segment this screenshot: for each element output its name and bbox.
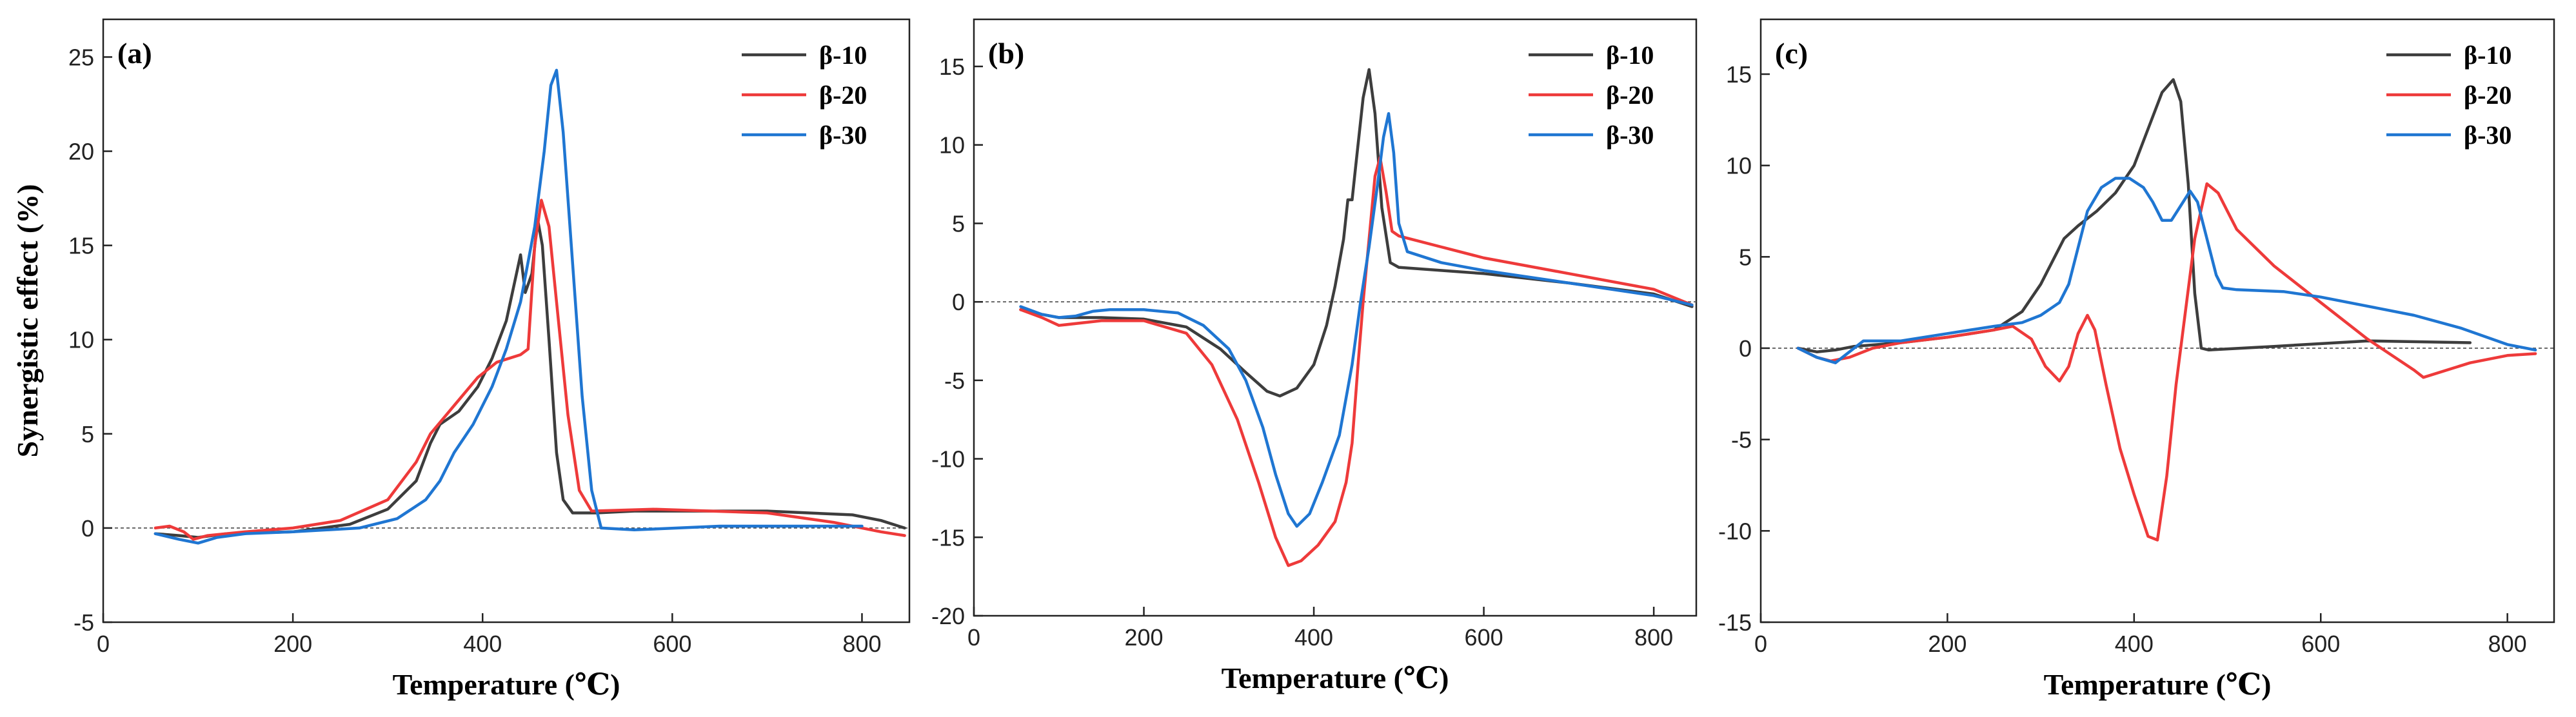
- y-tick-label: -15: [931, 524, 965, 551]
- plot-frame: [1759, 18, 2555, 624]
- x-tick-label: 0: [97, 631, 110, 657]
- y-tick-label: 15: [939, 54, 965, 80]
- y-tick-label: 5: [81, 421, 94, 447]
- legend-label: β-30: [2464, 121, 2512, 150]
- y-tick-label: -10: [1718, 518, 1752, 544]
- y-tick-label: 15: [68, 233, 94, 259]
- x-tick-label: 400: [2115, 631, 2154, 657]
- y-tick-label: 15: [1726, 61, 1752, 88]
- x-tick-label: 600: [2301, 631, 2340, 657]
- y-tick-label: -20: [931, 603, 965, 629]
- plot-frame: [973, 18, 1698, 617]
- series-line-β-20: [154, 199, 906, 541]
- legend-label: β-30: [819, 121, 867, 150]
- y-tick-label: -5: [1731, 427, 1752, 453]
- legend-label: β-20: [1606, 81, 1654, 110]
- y-tick-label: 10: [1726, 153, 1752, 179]
- x-axis-title: Temperature (℃): [1222, 662, 1449, 694]
- x-tick-label: 600: [653, 631, 691, 657]
- y-tick-label: -5: [944, 368, 965, 394]
- legend-label: β-10: [1606, 41, 1654, 70]
- legend-label: β-30: [1606, 121, 1654, 150]
- y-tick-label: -10: [931, 446, 965, 473]
- series-line-β-30: [1019, 112, 1694, 528]
- y-tick-label: -5: [74, 609, 94, 636]
- x-axis-title: Temperature (℃): [2044, 668, 2272, 701]
- x-axis-title: Temperature (℃): [393, 668, 620, 701]
- y-tick-label: 0: [1739, 335, 1752, 362]
- chart-panel-2: 0 200 400 600 800 -20 -15 -10 -5 0 5 10 15 Temperatur…: [931, 18, 1698, 694]
- y-tick-label: -15: [1718, 609, 1752, 636]
- series-line-β-10: [154, 217, 906, 539]
- x-tick-label: 200: [273, 631, 312, 657]
- y-tick-label: 5: [952, 210, 965, 237]
- chart-panel-3: 0 200 400 600 800 -15 -10 -5 0 5 10 15 Temperature (…: [1718, 18, 2555, 701]
- x-tick-label: 800: [1634, 624, 1673, 651]
- y-axis-title: Synergistic effect (%): [11, 184, 44, 457]
- x-tick-label: 400: [463, 631, 502, 657]
- series-line-β-10: [1796, 78, 2472, 353]
- x-tick-label: 0: [967, 624, 980, 651]
- panel-label: (b): [988, 37, 1024, 70]
- legend-label: β-10: [2464, 41, 2512, 70]
- y-tick-label: 0: [81, 515, 94, 542]
- y-tick-label: 10: [939, 132, 965, 159]
- series-line-β-30: [154, 68, 864, 545]
- panel-label: (c): [1775, 37, 1808, 70]
- y-tick-label: 5: [1739, 244, 1752, 270]
- y-tick-label: 10: [68, 327, 94, 353]
- x-tick-label: 800: [2488, 631, 2527, 657]
- x-tick-label: 200: [1928, 631, 1967, 657]
- x-tick-label: 800: [842, 631, 881, 657]
- legend-label: β-20: [2464, 81, 2512, 110]
- x-tick-label: 600: [1465, 624, 1503, 651]
- y-tick-label: 25: [68, 44, 94, 70]
- x-tick-label: 200: [1124, 624, 1163, 651]
- y-tick-label: 0: [952, 289, 965, 315]
- x-tick-label: 400: [1294, 624, 1333, 651]
- plot-frame: [102, 18, 911, 624]
- series-line-β-20: [1796, 182, 2537, 542]
- series-line-β-30: [1796, 177, 2537, 364]
- series-line-β-10: [1019, 68, 1694, 398]
- panel-label: (a): [117, 37, 152, 70]
- series-line-β-20: [1019, 155, 1694, 567]
- x-tick-label: 0: [1754, 631, 1767, 657]
- legend-label: β-10: [819, 41, 867, 70]
- legend-label: β-20: [819, 81, 867, 110]
- y-tick-label: 20: [68, 139, 94, 165]
